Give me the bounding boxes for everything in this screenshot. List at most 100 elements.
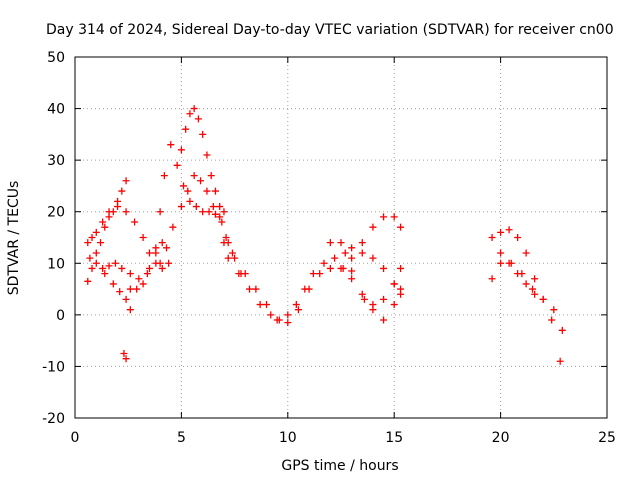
series-arc-h xyxy=(167,141,231,246)
data-point xyxy=(331,255,338,262)
data-point xyxy=(220,208,227,215)
data-point xyxy=(157,208,164,215)
data-point xyxy=(186,110,193,117)
plot-frame xyxy=(75,57,607,418)
data-point xyxy=(118,188,125,195)
data-point xyxy=(348,268,355,275)
data-point xyxy=(267,311,274,318)
data-point xyxy=(131,219,138,226)
data-point xyxy=(263,301,270,308)
data-point xyxy=(206,208,213,215)
data-point xyxy=(397,265,404,272)
data-point xyxy=(146,249,153,256)
data-point xyxy=(208,172,215,179)
data-point xyxy=(199,208,206,215)
data-point xyxy=(203,188,210,195)
y-tick-label: 50 xyxy=(47,50,65,66)
data-point xyxy=(182,126,189,133)
data-point xyxy=(548,317,555,324)
data-point xyxy=(135,275,142,282)
x-tick-label: 25 xyxy=(598,430,616,446)
data-point xyxy=(391,280,398,287)
data-point xyxy=(497,249,504,256)
data-point xyxy=(327,265,334,272)
data-point xyxy=(84,239,91,246)
data-point xyxy=(550,306,557,313)
data-point xyxy=(203,151,210,158)
data-point xyxy=(497,229,504,236)
x-tick-label: 0 xyxy=(71,430,80,446)
data-point xyxy=(195,115,202,122)
series-arc-r xyxy=(497,249,566,333)
series-arc-o xyxy=(361,265,404,308)
data-point xyxy=(127,306,134,313)
data-point xyxy=(193,203,200,210)
data-point xyxy=(89,265,96,272)
data-point xyxy=(397,286,404,293)
data-point xyxy=(369,255,376,262)
data-point xyxy=(178,146,185,153)
series-arc-c xyxy=(86,239,165,282)
data-point xyxy=(197,177,204,184)
data-point xyxy=(191,105,198,112)
data-point xyxy=(191,172,198,179)
data-point xyxy=(342,249,349,256)
data-point xyxy=(301,286,308,293)
series-arc-b xyxy=(84,203,172,272)
data-point xyxy=(106,208,113,215)
data-point xyxy=(397,224,404,231)
data-point xyxy=(114,203,121,210)
y-tick-labels: -20-1001020304050 xyxy=(42,50,607,427)
data-point xyxy=(348,275,355,282)
data-point xyxy=(199,131,206,138)
data-point xyxy=(152,244,159,251)
y-tick-label: -10 xyxy=(42,359,65,375)
data-point xyxy=(110,280,117,287)
data-point xyxy=(523,280,530,287)
x-tick-label: 20 xyxy=(492,430,510,446)
data-point xyxy=(180,182,187,189)
data-point xyxy=(540,296,547,303)
data-point xyxy=(380,265,387,272)
x-tick-label: 10 xyxy=(279,430,297,446)
data-point xyxy=(310,270,317,277)
data-point xyxy=(123,296,130,303)
y-tick-label: 10 xyxy=(47,256,65,272)
data-point xyxy=(380,317,387,324)
data-point xyxy=(118,265,125,272)
series-arc-g xyxy=(157,172,245,277)
data-point xyxy=(257,301,264,308)
data-point xyxy=(225,255,232,262)
data-point xyxy=(86,255,93,262)
data-point xyxy=(161,172,168,179)
y-tick-label: -20 xyxy=(42,411,65,427)
data-point xyxy=(165,260,172,267)
data-point xyxy=(178,203,185,210)
data-point xyxy=(320,260,327,267)
data-point xyxy=(284,311,291,318)
data-point xyxy=(112,260,119,267)
data-point xyxy=(316,270,323,277)
data-point xyxy=(186,198,193,205)
data-point xyxy=(116,288,123,295)
x-tick-label: 15 xyxy=(385,430,403,446)
data-point xyxy=(159,239,166,246)
data-point xyxy=(123,177,130,184)
data-point xyxy=(348,244,355,251)
data-point xyxy=(242,270,249,277)
series-arc-i xyxy=(178,105,228,215)
data-point xyxy=(380,296,387,303)
x-tick-label: 5 xyxy=(177,430,186,446)
data-point xyxy=(167,141,174,148)
data-point xyxy=(140,234,147,241)
y-tick-label: 0 xyxy=(56,308,65,324)
data-point xyxy=(127,270,134,277)
data-point xyxy=(210,203,217,210)
data-marks xyxy=(84,105,566,365)
data-point xyxy=(557,358,564,365)
data-point xyxy=(184,188,191,195)
series-arc-k xyxy=(225,249,349,323)
data-point xyxy=(489,234,496,241)
data-point xyxy=(127,286,134,293)
series-arc-n xyxy=(348,275,404,323)
